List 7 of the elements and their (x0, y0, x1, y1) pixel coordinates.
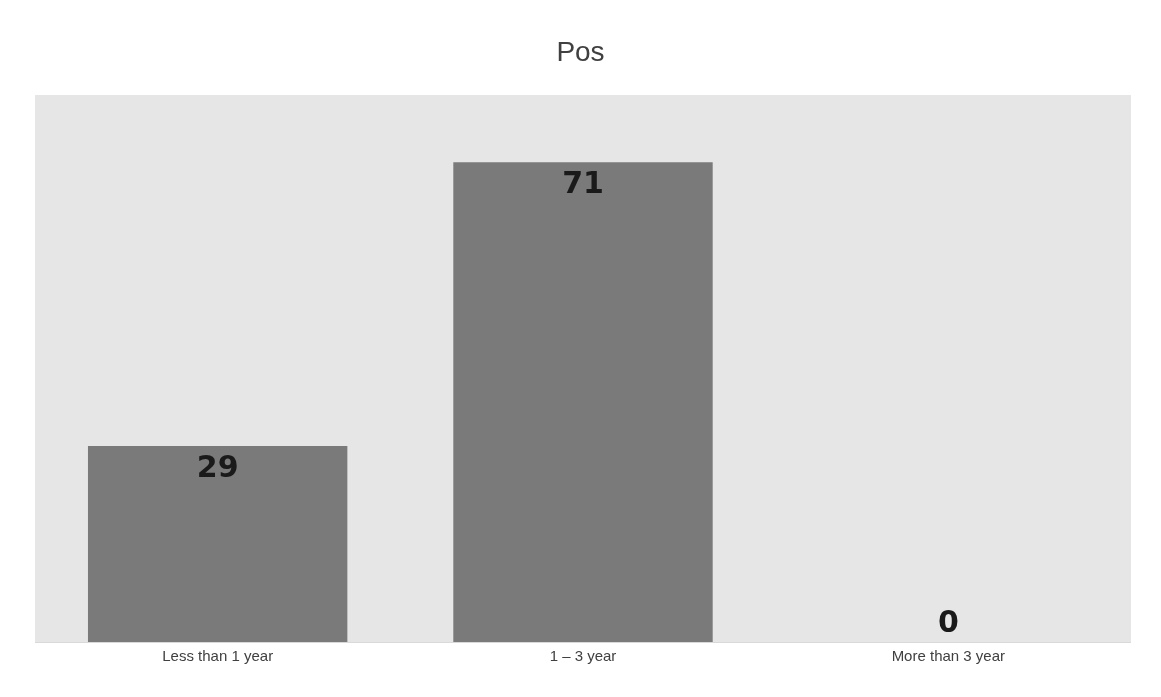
data-label: 29 (196, 449, 239, 485)
data-label: 71 (562, 165, 604, 201)
x-tick-label: More than 3 year (891, 647, 1006, 664)
data-label: 0 (937, 604, 959, 639)
x-tick-label: Less than 1 year (162, 647, 274, 664)
x-tick-label: 1 – 3 year (549, 647, 617, 664)
chart-title: Pos (556, 36, 605, 68)
